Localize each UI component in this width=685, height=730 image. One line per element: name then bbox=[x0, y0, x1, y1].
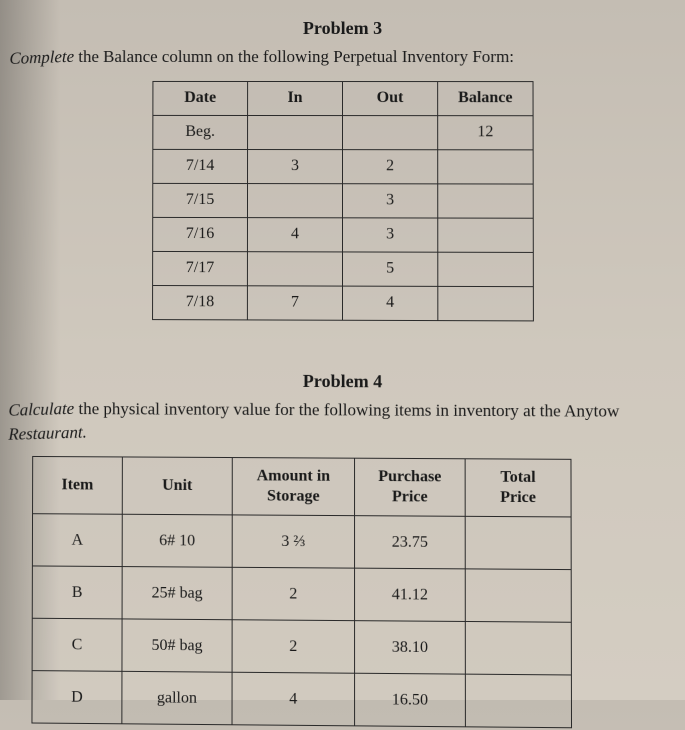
cell-date: 7/14 bbox=[153, 149, 248, 183]
cell-out bbox=[343, 115, 438, 149]
cell-amount: 2 bbox=[232, 620, 354, 673]
cell-item: A bbox=[32, 514, 122, 567]
table-row: 7/18 7 4 bbox=[153, 285, 534, 320]
table-row: 7/15 3 bbox=[153, 183, 534, 218]
cell-unit: 6# 10 bbox=[122, 515, 232, 568]
table-header-row: Date In Out Balance bbox=[153, 81, 533, 115]
table-row: A 6# 10 3 ⅔ 23.75 bbox=[32, 514, 571, 570]
cell-amount: 3 ⅔ bbox=[232, 515, 354, 568]
cell-date: 7/15 bbox=[153, 183, 248, 217]
cell-balance bbox=[438, 252, 534, 286]
cell-unit: gallon bbox=[122, 672, 232, 725]
cell-in bbox=[247, 183, 342, 217]
col-purchase-price: PurchasePrice bbox=[355, 459, 466, 517]
cell-balance bbox=[438, 286, 534, 321]
cell-unit: 25# bag bbox=[122, 567, 232, 620]
col-out: Out bbox=[343, 81, 438, 115]
cell-price: 16.50 bbox=[355, 674, 466, 728]
cell-price: 23.75 bbox=[355, 516, 466, 569]
cell-out: 5 bbox=[343, 252, 438, 286]
cell-total bbox=[465, 675, 571, 729]
cell-in: 7 bbox=[247, 286, 342, 320]
table-header-row: Item Unit Amount inStorage PurchasePrice… bbox=[33, 457, 572, 517]
table-row: C 50# bag 2 38.10 bbox=[32, 619, 571, 676]
table-row: 7/17 5 bbox=[153, 251, 534, 286]
cell-item: D bbox=[32, 671, 122, 724]
col-amount: Amount inStorage bbox=[232, 458, 354, 516]
col-in: In bbox=[248, 81, 343, 115]
problem3-title: Problem 3 bbox=[2, 18, 685, 39]
cell-amount: 2 bbox=[232, 568, 354, 621]
cell-item: B bbox=[32, 566, 122, 619]
table-row: 7/14 3 2 bbox=[153, 149, 533, 184]
cell-item: C bbox=[32, 619, 122, 672]
cell-out: 3 bbox=[343, 218, 438, 252]
table-row: B 25# bag 2 41.12 bbox=[32, 566, 571, 622]
problem4-desc-lead2: Restaurant. bbox=[8, 420, 87, 446]
table-row: 7/16 4 3 bbox=[153, 217, 534, 252]
problem4-description-2: Restaurant. bbox=[0, 420, 685, 460]
cell-balance bbox=[438, 218, 534, 252]
cell-balance: 12 bbox=[438, 115, 533, 149]
perpetual-inventory-table: Date In Out Balance Beg. 12 7/14 3 2 7/1… bbox=[152, 81, 534, 321]
col-item: Item bbox=[33, 457, 123, 515]
cell-price: 38.10 bbox=[355, 621, 466, 674]
cell-out: 3 bbox=[343, 184, 438, 218]
cell-in bbox=[247, 251, 342, 285]
cell-in: 4 bbox=[247, 217, 342, 251]
cell-out: 4 bbox=[343, 286, 438, 320]
problem3-description: Complete the Balance column on the follo… bbox=[1, 45, 685, 81]
cell-out: 2 bbox=[343, 149, 438, 183]
cell-in bbox=[248, 115, 343, 149]
col-date: Date bbox=[153, 81, 248, 115]
problem3-desc-rest: the Balance column on the following Perp… bbox=[74, 47, 514, 66]
cell-balance bbox=[438, 150, 533, 184]
cell-total bbox=[465, 569, 571, 622]
cell-amount: 4 bbox=[232, 673, 355, 727]
problem4-desc-lead1: Calculate bbox=[8, 396, 74, 422]
problem4-title: Problem 4 bbox=[1, 369, 685, 393]
col-unit: Unit bbox=[122, 457, 232, 515]
cell-date: 7/16 bbox=[153, 217, 248, 251]
problem4-desc-mid: the physical inventory value for the fol… bbox=[74, 399, 619, 421]
cell-price: 41.12 bbox=[355, 569, 466, 622]
col-balance: Balance bbox=[438, 81, 533, 115]
table-row: Beg. 12 bbox=[153, 115, 533, 149]
cell-balance bbox=[438, 184, 534, 218]
inventory-value-table: Item Unit Amount inStorage PurchasePrice… bbox=[31, 456, 572, 728]
cell-date: 7/18 bbox=[153, 285, 248, 319]
col-total-price: TotalPrice bbox=[465, 459, 571, 517]
cell-unit: 50# bag bbox=[122, 619, 232, 672]
cell-in: 3 bbox=[248, 149, 343, 183]
cell-date: Beg. bbox=[153, 115, 248, 149]
cell-date: 7/17 bbox=[153, 251, 248, 285]
cell-total bbox=[465, 622, 571, 676]
cell-total bbox=[465, 517, 571, 570]
problem3-desc-lead: Complete bbox=[9, 45, 74, 71]
problem4-description: Calculate the physical inventory value f… bbox=[0, 396, 685, 423]
